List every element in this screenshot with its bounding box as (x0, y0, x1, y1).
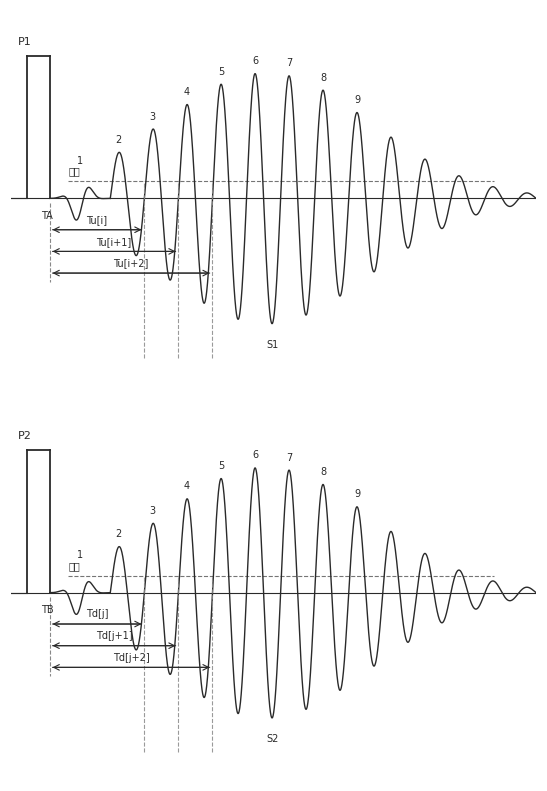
Text: P2: P2 (18, 431, 32, 441)
Text: 9: 9 (354, 95, 360, 105)
Text: Tu[i]: Tu[i] (86, 215, 108, 225)
Text: S1: S1 (266, 339, 278, 350)
Text: 2: 2 (115, 529, 122, 539)
Text: 5: 5 (218, 67, 224, 77)
Text: 6: 6 (252, 451, 258, 460)
Text: 5: 5 (218, 461, 224, 471)
Text: TA: TA (42, 211, 53, 221)
Text: 2: 2 (115, 135, 122, 145)
Text: 阈値: 阈値 (69, 561, 80, 570)
Text: TB: TB (41, 605, 54, 615)
Text: 9: 9 (354, 490, 360, 499)
Text: 8: 8 (320, 73, 326, 83)
Text: 8: 8 (320, 467, 326, 477)
Text: 7: 7 (286, 452, 292, 463)
Text: Tu[i+2]: Tu[i+2] (113, 259, 149, 268)
Text: Td[j+2]: Td[j+2] (113, 653, 149, 663)
Text: 4: 4 (184, 482, 190, 491)
Text: 1: 1 (77, 156, 83, 166)
Text: Tu[i+1]: Tu[i+1] (96, 237, 132, 247)
Text: 3: 3 (150, 506, 156, 516)
Text: 4: 4 (184, 87, 190, 97)
Text: Td[j+1]: Td[j+1] (96, 631, 132, 642)
Text: P1: P1 (18, 37, 32, 47)
Text: S2: S2 (266, 734, 278, 744)
Text: 阈値: 阈値 (69, 166, 80, 176)
Text: 3: 3 (150, 112, 156, 122)
Text: Td[j]: Td[j] (86, 609, 108, 619)
Text: 1: 1 (77, 550, 83, 560)
Text: 7: 7 (286, 59, 292, 68)
Text: 6: 6 (252, 56, 258, 66)
